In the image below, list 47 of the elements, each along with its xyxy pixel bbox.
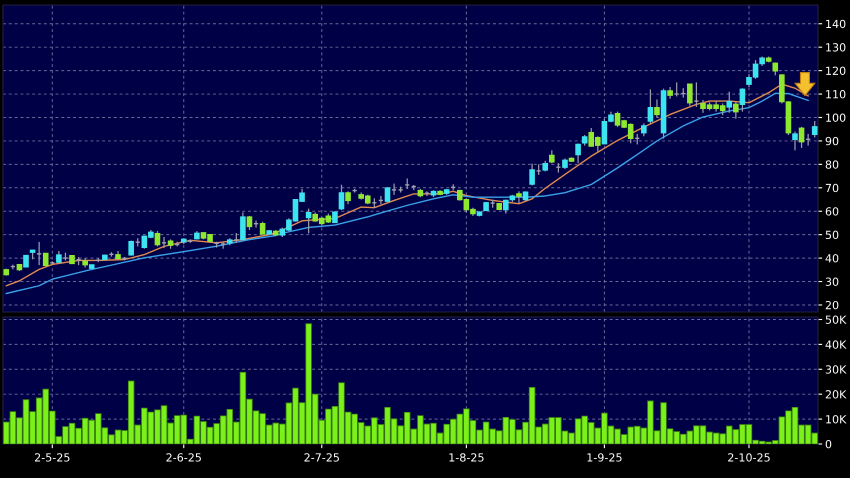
y-tick-label: 110 bbox=[826, 90, 846, 98]
y-tick-label: 0 bbox=[826, 440, 832, 448]
candlestick bbox=[503, 198, 509, 214]
candlestick bbox=[648, 88, 654, 124]
x-tick-label: 2-10-25 bbox=[728, 453, 770, 462]
candlestick bbox=[641, 122, 647, 137]
y-tick-label: 100 bbox=[826, 113, 846, 122]
x-tick-label: 2-5-25 bbox=[34, 453, 70, 462]
y-tick-label: 140 bbox=[826, 20, 846, 28]
candlestick bbox=[332, 210, 338, 224]
y-tick-label: 40 bbox=[825, 254, 838, 262]
y-tick-label: 130 bbox=[826, 43, 846, 52]
y-tick-label: 80 bbox=[826, 160, 838, 169]
candlestick bbox=[812, 120, 818, 138]
x-tick-label: 1-9-25 bbox=[587, 453, 622, 462]
y-tick-label: 70 bbox=[826, 184, 838, 192]
x-tick-label: 2-6-25 bbox=[166, 453, 201, 462]
candlestick bbox=[23, 254, 29, 268]
candlestick bbox=[306, 208, 312, 234]
y-tick-label: 90 bbox=[826, 136, 838, 146]
candlestick bbox=[740, 88, 746, 112]
y-tick-label: 20K bbox=[826, 390, 847, 399]
candlestick bbox=[654, 98, 660, 118]
candlestick bbox=[549, 150, 555, 164]
y-tick-label: 60 bbox=[826, 207, 838, 216]
candlestick bbox=[582, 134, 588, 146]
y-tick-label: 20 bbox=[826, 300, 838, 310]
candlestick bbox=[575, 142, 581, 164]
y-tick-label: 40K bbox=[825, 340, 847, 349]
x-tick-label: 2-7-25 bbox=[304, 453, 339, 462]
candlestick bbox=[772, 62, 778, 76]
candlestick bbox=[82, 258, 88, 268]
candlestick bbox=[260, 221, 266, 236]
y-tick-label: 50K bbox=[826, 315, 847, 324]
y-tick-label: 30K bbox=[826, 365, 847, 374]
candlestick bbox=[726, 91, 732, 114]
y-tick-label: 30 bbox=[826, 278, 838, 286]
candlestick bbox=[338, 184, 344, 211]
candlestick bbox=[30, 249, 36, 260]
y-tick-label: 50 bbox=[826, 230, 838, 240]
candlestick bbox=[792, 130, 798, 151]
candlestick bbox=[733, 100, 739, 120]
candlestick bbox=[516, 190, 522, 204]
x-tick-label: 1-8-25 bbox=[449, 453, 484, 462]
y-tick-label: 120 bbox=[826, 66, 846, 75]
candlestick bbox=[345, 190, 351, 205]
y-tick-label: 10K bbox=[826, 415, 847, 424]
